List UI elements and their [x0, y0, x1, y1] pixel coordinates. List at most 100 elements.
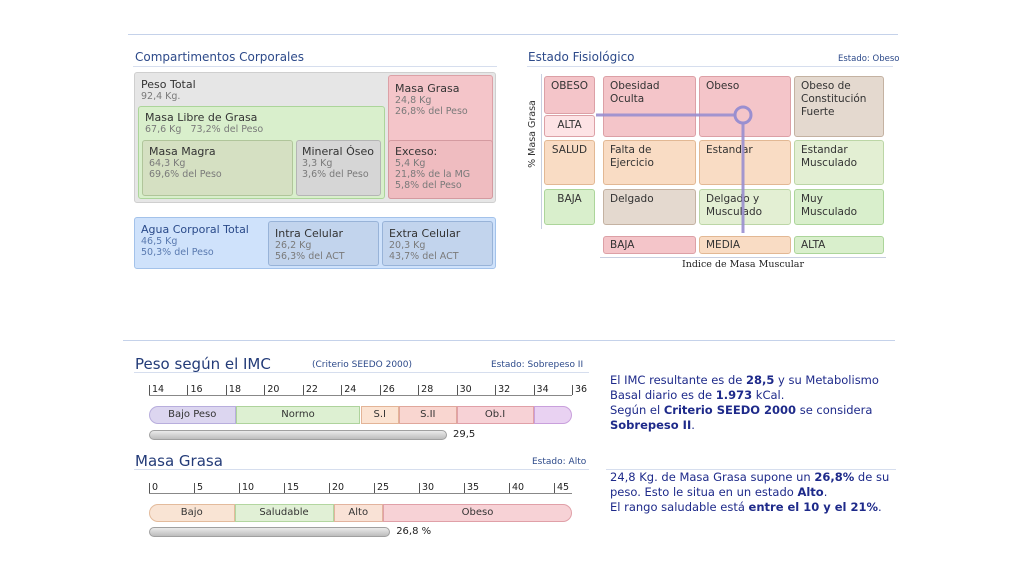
- top-divider: [128, 34, 898, 35]
- masa-grasa-kg: 24,8 Kg: [395, 95, 432, 106]
- scale-tick-label: 14: [152, 384, 165, 395]
- imc-description: El IMC resultante es de 28,5 y su Metabo…: [610, 373, 890, 433]
- scale-segment: Alto: [333, 504, 383, 522]
- cell-muy-musculado: Muy Musculado: [794, 189, 884, 225]
- mid-divider: [123, 340, 895, 341]
- x-axis-line: [600, 257, 886, 258]
- scale-tick-label: 30: [459, 384, 472, 395]
- scale-tick-mark: [341, 385, 343, 395]
- scale-tick-mark: [225, 385, 227, 395]
- grasa-state-bold: Alto: [797, 485, 824, 499]
- extra-kg: 20,3 Kg: [389, 240, 426, 251]
- imc-title: Peso según el IMC: [135, 355, 271, 373]
- compartments-underline: [133, 66, 497, 67]
- scale-tick-mark: [379, 385, 381, 395]
- intra-pct: 56,3% del ACT: [275, 251, 345, 262]
- scale-tick-label: 15: [287, 482, 300, 493]
- imc-value-bold: 28,5: [745, 373, 775, 387]
- grasa-text-2c: .: [878, 500, 882, 514]
- scale-tick-mark: [149, 385, 150, 395]
- grasa-range-bold: entre el 10 y el 21%: [748, 500, 879, 514]
- physio-underline: [527, 66, 893, 67]
- scale-axis: [149, 395, 572, 396]
- grasa-description: 24,8 Kg. de Masa Grasa supone un 26,8% d…: [610, 470, 892, 515]
- intra-kg: 26,2 Kg: [275, 240, 312, 251]
- grasa-pct-bold: 26,8%: [814, 470, 855, 484]
- cell-estandar: Estandar: [699, 140, 791, 185]
- masa-grasa-label: Masa Grasa: [395, 82, 460, 95]
- x-axis-label: Indice de Masa Muscular: [681, 259, 805, 270]
- y-level-alta: ALTA: [544, 115, 595, 137]
- peso-total-label: Peso Total: [141, 78, 196, 91]
- scale-tick-label: 40: [512, 482, 525, 493]
- metabolism-value-bold: 1.973: [715, 388, 753, 402]
- scale-segment: Saludable: [234, 504, 334, 522]
- scale-tick-mark: [374, 483, 375, 493]
- grasa-text-1e: .: [823, 485, 828, 499]
- scale-tick-mark: [187, 385, 189, 395]
- scale-tick-mark: [239, 483, 240, 493]
- imc-text-2c: se considera: [796, 403, 873, 417]
- masa-magra-label: Masa Magra: [149, 145, 216, 158]
- scale-tick-label: 5: [197, 482, 204, 493]
- value-bar: [149, 527, 391, 537]
- grasa-text-2a: El rango saludable está: [610, 500, 749, 514]
- mineral-pct: 3,6% del Peso: [302, 169, 369, 180]
- agua-label: Agua Corporal Total: [141, 223, 249, 236]
- exceso-kg: 5,4 Kg: [395, 158, 426, 169]
- scale-segment: [533, 406, 572, 424]
- scale-segment: S.I: [360, 406, 399, 424]
- extra-label: Extra Celular: [389, 227, 461, 240]
- scale-axis: [149, 493, 572, 494]
- cell-obesidad-oculta: Obesidad Oculta: [603, 76, 696, 137]
- imc-underline: [134, 372, 589, 373]
- scale-tick-label: 36: [575, 384, 588, 395]
- physio-status: Estado: Obeso: [838, 54, 900, 64]
- scale-tick-label: 18: [228, 384, 241, 395]
- scale-tick-label: 32: [498, 384, 511, 395]
- grasa-underline: [134, 469, 589, 470]
- mineral-label: Mineral Óseo: [302, 145, 374, 158]
- masa-grasa-pct: 26,8% del Peso: [395, 106, 468, 117]
- physio-marker: [596, 105, 753, 233]
- imc-class-bold: Sobrepeso II: [610, 418, 692, 432]
- scale-tick-mark: [194, 483, 195, 493]
- imc-text-1e: kCal.: [752, 388, 785, 402]
- intra-label: Intra Celular: [275, 227, 344, 240]
- scale-tick-label: 35: [467, 482, 480, 493]
- imc-text-2a: Según el: [610, 403, 664, 417]
- intra-box: Intra Celular 26,2 Kg 56,3% del ACT: [268, 221, 379, 266]
- scale-tick-mark: [572, 385, 573, 395]
- cell-obeso-constitucion: Obeso de Constitución Fuerte: [794, 76, 884, 137]
- scale-tick-mark: [284, 483, 285, 493]
- scale-tick-label: 34: [536, 384, 549, 395]
- exceso-pct-mg: 21,8% de la MG: [395, 169, 471, 180]
- scale-segment: Obeso: [383, 504, 572, 522]
- agua-kg: 46,5 Kg: [141, 236, 178, 247]
- scale-tick-label: 30: [422, 482, 435, 493]
- scale-tick-mark: [533, 385, 535, 395]
- scale-tick-mark: [456, 385, 458, 395]
- scale-tick-label: 24: [344, 384, 357, 395]
- scale-segment: Bajo: [149, 504, 235, 522]
- scale-tick-mark: [329, 483, 330, 493]
- scale-tick-mark: [495, 385, 497, 395]
- scale-tick-label: 25: [377, 482, 390, 493]
- imc-text-2e: .: [691, 418, 695, 432]
- masa-libre-label: Masa Libre de Grasa: [145, 111, 258, 124]
- criterio-bold: Criterio SEEDO 2000: [663, 403, 797, 417]
- scale-tick-label: 28: [421, 384, 434, 395]
- cell-falta-ejercicio: Falta de Ejercicio: [603, 140, 696, 185]
- cell-delgado-musculado: Delgado y Musculado: [699, 189, 791, 225]
- scale-tick-label: 26: [382, 384, 395, 395]
- value-label: 29,5: [453, 429, 476, 440]
- exceso-box: Exceso: 5,4 Kg 21,8% de la MG 5,8% del P…: [388, 140, 493, 199]
- exceso-label: Exceso:: [395, 145, 438, 158]
- scale-tick-mark: [509, 483, 510, 493]
- scale-segment: Bajo Peso: [149, 406, 236, 424]
- y-axis-line: [541, 74, 542, 229]
- scale-tick-label: 0: [152, 482, 159, 493]
- x-level-media: MEDIA: [699, 236, 791, 254]
- scale-tick-mark: [419, 483, 420, 493]
- x-level-baja: BAJA: [603, 236, 696, 254]
